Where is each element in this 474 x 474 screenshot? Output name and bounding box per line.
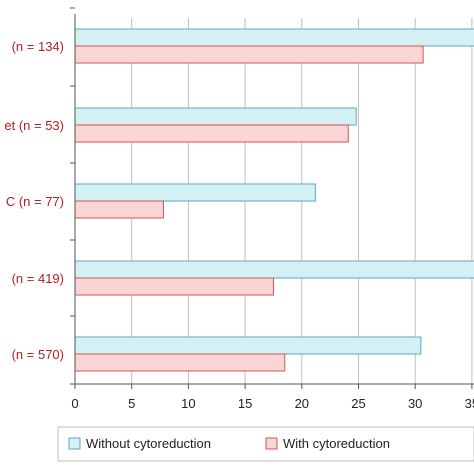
bar-with-cytoreduction-4 <box>74 353 286 372</box>
bar-without-cytoreduction-1 <box>74 107 357 126</box>
x-tick-label-10: 10 <box>181 396 195 411</box>
x-tick-label-25: 25 <box>351 396 365 411</box>
bar-with-cytoreduction-3 <box>74 277 274 296</box>
category-label-2: C (n = 77) <box>6 194 64 209</box>
bar-with-cytoreduction-2 <box>74 200 164 219</box>
legend-swatch-without-cytoreduction <box>68 437 81 450</box>
category-label-4: (n = 570) <box>12 347 64 362</box>
bar-with-cytoreduction-0 <box>74 45 424 64</box>
legend-swatch-with-cytoreduction <box>265 437 278 450</box>
bar-with-cytoreduction-1 <box>74 124 349 143</box>
x-tick-label-35: 35 <box>465 396 474 411</box>
bars-group <box>74 28 474 372</box>
x-tick-label-30: 30 <box>408 396 422 411</box>
x-tick-label-20: 20 <box>295 396 309 411</box>
bar-without-cytoreduction-2 <box>74 183 316 202</box>
x-tick-labels: 0 5 10 15 20 25 30 35 <box>71 396 474 411</box>
legend: Without cytoreduction With cytoreduction <box>57 426 474 462</box>
legend-label-without-cytoreduction: Without cytoreduction <box>86 436 211 451</box>
category-label-0: (n = 134) <box>12 39 64 54</box>
bar-without-cytoreduction-0 <box>74 28 474 47</box>
category-label-1: et (n = 53) <box>4 118 64 133</box>
category-labels: (n = 134) et (n = 53) C (n = 77) (n = 419) (… <box>4 39 64 362</box>
x-tick-label-15: 15 <box>238 396 252 411</box>
x-tick-label-5: 5 <box>128 396 135 411</box>
bar-without-cytoreduction-3 <box>74 260 474 279</box>
bar-without-cytoreduction-4 <box>74 336 422 355</box>
x-tick-label-0: 0 <box>71 396 78 411</box>
category-label-3: (n = 419) <box>12 271 64 286</box>
legend-label-with-cytoreduction: With cytoreduction <box>283 436 390 451</box>
axes <box>70 7 474 389</box>
